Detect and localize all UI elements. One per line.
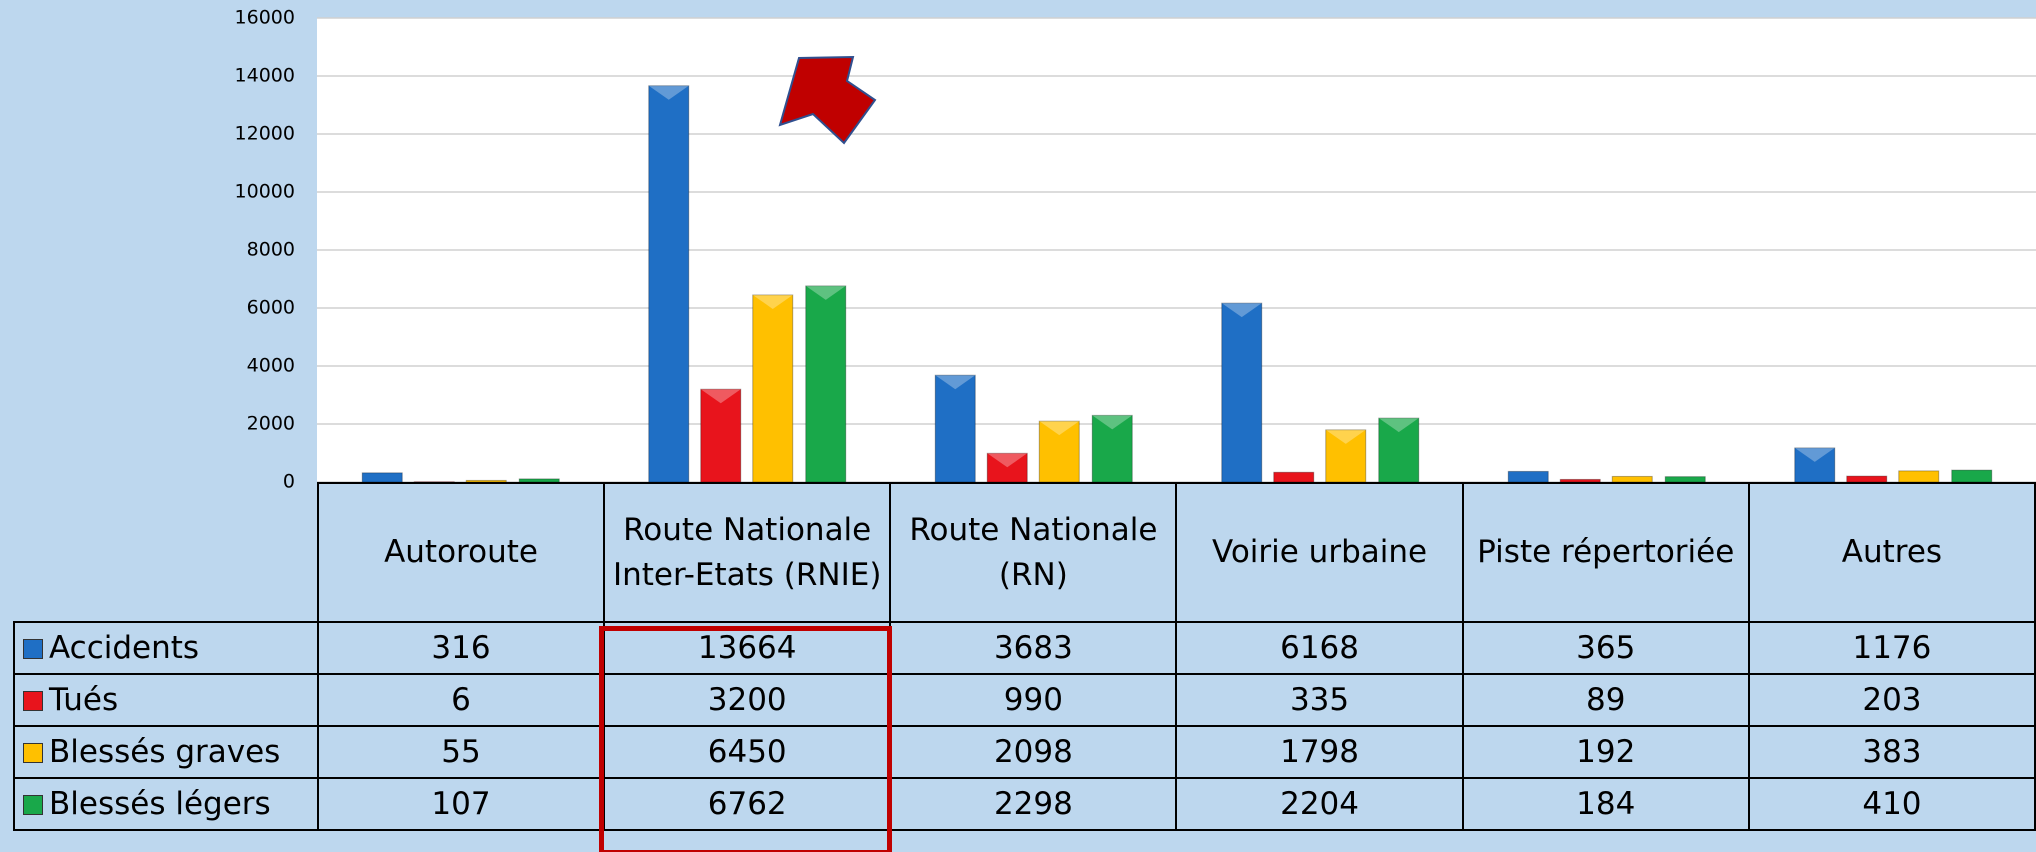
y-tick-label: 16000 [235, 7, 295, 29]
value-cell: 316 [316, 621, 606, 675]
y-tick-label: 6000 [247, 297, 295, 319]
bar-bevel [1092, 415, 1133, 430]
bar-bevel [1221, 303, 1262, 318]
bar [361, 472, 403, 483]
bar-bevel [648, 85, 689, 100]
bar [1091, 414, 1133, 483]
legend-cell: Blessés légers [13, 777, 319, 831]
bar-bevel [700, 389, 741, 404]
column-header: Voirie urbaine [1175, 482, 1464, 623]
value-cell: 3200 [603, 673, 892, 727]
bar-bevel [1794, 447, 1835, 462]
bar [986, 452, 1028, 483]
y-tick-label: 14000 [235, 65, 295, 87]
column-header: Route Nationale Inter-Etats (RNIE) [603, 482, 892, 623]
bar [805, 285, 847, 483]
bar [1559, 478, 1601, 483]
column-header: Autres [1747, 482, 2036, 623]
bar-bevel [752, 294, 793, 309]
y-tick-label: 4000 [247, 355, 295, 377]
bar [1038, 420, 1080, 483]
value-cell: 2098 [889, 725, 1178, 779]
arrow [778, 55, 877, 145]
bar [1325, 429, 1367, 483]
value-cell: 6762 [603, 777, 892, 831]
data-table: Autoroute Route Nationale Inter-Etats (RN… [13, 482, 2036, 831]
bar [1951, 469, 1993, 483]
legend-cell: Blessés graves [13, 725, 319, 779]
bar [1378, 417, 1420, 483]
value-cell: 365 [1461, 621, 1750, 675]
value-cell: 2204 [1175, 777, 1464, 831]
column-header: Autoroute [316, 482, 606, 623]
bar [1273, 471, 1315, 483]
value-cell: 1798 [1175, 725, 1464, 779]
legend-swatch [23, 638, 43, 659]
legend-label: Blessés graves [49, 733, 281, 770]
bar-bevel [805, 285, 846, 300]
legend-swatch [23, 690, 43, 711]
value-cell: 990 [889, 673, 1178, 727]
y-tick-label: 10000 [235, 181, 295, 203]
value-cell: 13664 [603, 621, 892, 675]
value-cell: 55 [316, 725, 606, 779]
value-cell: 6450 [603, 725, 892, 779]
value-cell: 335 [1175, 673, 1464, 727]
value-cell: 6168 [1175, 621, 1464, 675]
table-row: Tués 6 3200 990 335 89 203 [13, 673, 2036, 727]
bar [1794, 447, 1836, 483]
column-header: Route Nationale (RN) [889, 482, 1178, 623]
bar [700, 388, 742, 483]
bar-bevel [1325, 429, 1366, 444]
value-cell: 184 [1461, 777, 1750, 831]
bar [465, 479, 507, 483]
value-cell: 89 [1461, 673, 1750, 727]
y-tick-label: 12000 [235, 123, 295, 145]
legend-cell: Tués [13, 673, 319, 727]
value-cell: 2298 [889, 777, 1178, 831]
bar-bevel [1378, 418, 1419, 433]
legend-label: Accidents [49, 629, 200, 666]
bar [518, 478, 560, 483]
y-tick-label: 8000 [247, 239, 295, 261]
bar-bevel [987, 453, 1028, 468]
corner [14, 483, 318, 623]
value-cell: 6 [316, 673, 606, 727]
column-header: Piste répertoriée [1461, 482, 1750, 623]
bar-bevel [935, 375, 976, 390]
value-cell: 203 [1747, 673, 2036, 727]
value-cell: 3683 [889, 621, 1178, 675]
bar [1664, 476, 1706, 483]
value-cell: 383 [1747, 725, 2036, 779]
legend-label: Blessés légers [49, 785, 271, 822]
value-cell: 1176 [1747, 621, 2036, 675]
table-row: Blessés graves 55 6450 2098 1798 192 383 [13, 725, 2036, 779]
bar-bevel [1039, 421, 1080, 436]
bar [648, 85, 690, 483]
bar [1846, 475, 1888, 483]
value-cell: 192 [1461, 725, 1750, 779]
bar [1221, 302, 1263, 483]
legend-label: Tués [49, 681, 119, 718]
legend-cell: Accidents [13, 621, 319, 675]
bar [934, 374, 976, 483]
table-row: Accidents 316 13664 3683 6168 365 1176 [13, 621, 2036, 675]
bar [1507, 470, 1549, 483]
bar [1611, 475, 1653, 483]
legend-swatch [23, 742, 43, 763]
y-tick-label: 2000 [247, 413, 295, 435]
value-cell: 410 [1747, 777, 2036, 831]
table-row: Blessés légers 107 6762 2298 2204 184 410 [13, 777, 2036, 831]
legend-swatch [23, 794, 43, 815]
bar [1898, 470, 1940, 483]
bar [752, 294, 794, 483]
value-cell: 107 [316, 777, 606, 831]
